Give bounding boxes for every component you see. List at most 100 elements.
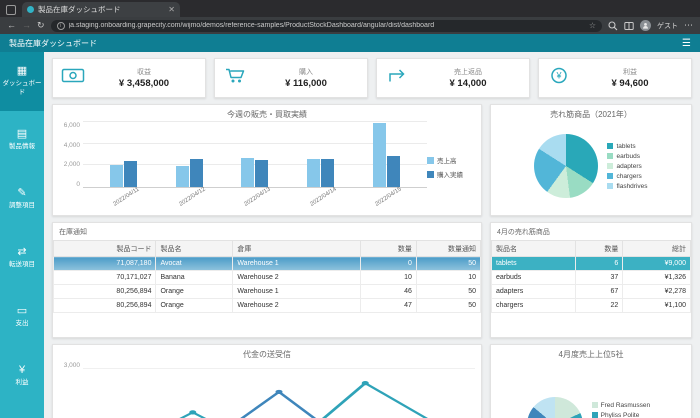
column-header[interactable]: 数量 (574, 240, 624, 257)
sidebar-item[interactable]: ▭ 支出 (0, 288, 44, 347)
search-icon[interactable] (608, 20, 618, 31)
legend-swatch (607, 153, 614, 159)
bar (321, 158, 335, 187)
legend-swatch (607, 163, 614, 169)
refresh-icon[interactable]: ↻ (37, 20, 45, 30)
legend-item: adapters (607, 163, 647, 170)
sidebar-item-label: 製品情報 (9, 143, 35, 151)
y-tick-label: 0 (76, 180, 80, 188)
kpi-card: 購入 ¥ 116,000 (214, 58, 368, 98)
hamburger-menu-icon[interactable]: ☰ (682, 37, 691, 49)
table-cell: 50 (415, 256, 481, 271)
kpi-label: 購入 (299, 69, 313, 76)
legend-label: 売上高 (437, 158, 457, 165)
kpi-value: ¥ 94,600 (611, 78, 649, 89)
site-info-icon[interactable]: i (56, 21, 65, 30)
table-row[interactable]: adapters 67 ¥2,278 (491, 284, 691, 299)
profile-name[interactable]: ゲスト (657, 22, 678, 30)
kpi-text: 利益 ¥ 94,600 (577, 67, 683, 89)
column-header[interactable]: 数量通知 (415, 240, 481, 257)
table-cell: ¥1,326 (622, 270, 691, 285)
bar-group (241, 122, 269, 187)
address-bar[interactable]: i ja.staging.onboarding.grapecity.com/wi… (50, 19, 602, 32)
table-cell: Orange (155, 284, 234, 299)
table-cell: 22 (574, 298, 624, 313)
legend-swatch (591, 412, 598, 418)
bar (372, 123, 386, 187)
kpi-value: ¥ 14,000 (449, 78, 487, 89)
sidebar-item[interactable]: ¥ 利益 (0, 347, 44, 406)
table-row[interactable]: 70,171,027 Banana Warehouse 2 10 10 (53, 270, 481, 285)
workspaces-icon[interactable] (6, 5, 16, 15)
tab-close-icon[interactable]: ✕ (168, 5, 175, 14)
forward-icon[interactable]: → (22, 20, 31, 30)
sidebar-item-label: 調整項目 (9, 202, 35, 210)
legend-item: earbuds (607, 153, 647, 160)
chart-legend: 売上高 購入実績 (427, 122, 479, 212)
adjust-icon: ✎ (17, 187, 27, 200)
back-icon[interactable]: ← (7, 20, 16, 30)
pie-graphic (526, 397, 583, 418)
column-header[interactable]: 製品コード (53, 240, 157, 257)
table-cell: 0 (360, 256, 417, 271)
bar (307, 158, 321, 187)
table-title: 4月の売れ筋商品 (497, 229, 550, 236)
kpi-text: 収益 ¥ 3,458,000 (91, 67, 197, 89)
table-row[interactable]: tablets 6 ¥9,000 (491, 256, 691, 271)
sidebar-item[interactable]: ▦ ダッシュボード (0, 52, 44, 111)
sidebar-item-label: 転送項目 (9, 261, 35, 269)
table-row[interactable]: chargers 22 ¥1,100 (491, 298, 691, 313)
bar (386, 155, 400, 187)
browser-menu-icon[interactable]: ⋯ (684, 20, 693, 30)
chart-legend: tablets earbuds adapters chargers flashdrive… (607, 143, 648, 190)
bar-chart: 6,000 4,000 2,000 0 2022/04/11 2022/04/12 2022… (53, 121, 481, 214)
legend-label: adapters (616, 162, 642, 170)
sidebar-item[interactable]: ✎ 調整項目 (0, 170, 44, 229)
dashboard-icon: ▦ (16, 65, 28, 78)
table-row[interactable]: 80,256,894 Orange Warehouse 1 46 50 (53, 284, 481, 299)
table-cell: Warehouse 2 (232, 270, 362, 285)
bookmark-star-icon[interactable]: ☆ (588, 21, 596, 30)
cart-icon (223, 67, 247, 89)
legend-swatch (427, 156, 434, 164)
pie-graphic (534, 134, 599, 198)
column-header[interactable]: 倉庫 (232, 240, 362, 257)
legend-swatch (427, 170, 434, 178)
table-cell: 47 (360, 298, 417, 313)
product-icon: ▤ (16, 128, 28, 141)
table-row[interactable]: earbuds 37 ¥1,326 (491, 270, 691, 285)
column-header[interactable]: 数量 (360, 240, 417, 257)
split-screen-icon[interactable] (624, 21, 634, 31)
return-icon (385, 67, 409, 89)
sidebar-item[interactable]: ▤ 製品情報 (0, 111, 44, 170)
legend-label: chargers (616, 172, 642, 180)
april-products-grid: 製品名 数量 総計 tablets 6 ¥9,000 earbuds 37 ¥1,326 adap… (491, 240, 691, 313)
sidebar-item-label: ダッシュボード (2, 80, 42, 96)
table-cell: Warehouse 1 (232, 284, 362, 299)
legend-label: 購入実績 (437, 172, 463, 179)
table-cell: ¥9,000 (622, 256, 691, 271)
legend-item: 購入実績 (427, 169, 479, 179)
weekly-sales-chart-card: 今週の販売・買取実績 6,000 4,000 2,000 0 2022/04/11 202… (52, 104, 482, 216)
stock-alert-card: 在庫通知 製品コード 製品名 倉庫 数量 数量通知 71,087,180 Avocat War… (52, 222, 482, 338)
column-header[interactable]: 総計 (622, 240, 691, 257)
bar-group (372, 122, 400, 187)
bar (110, 165, 124, 187)
sidebar-item[interactable]: ⇄ 転送項目 (0, 229, 44, 288)
column-header[interactable]: 製品名 (491, 240, 576, 257)
table-cell: 80,256,894 (53, 284, 157, 299)
table-cell: Banana (155, 270, 234, 285)
browser-tab[interactable]: 製品在庫ダッシュボード ✕ (22, 2, 180, 17)
table-cell: adapters (491, 284, 576, 299)
column-header[interactable]: 製品名 (155, 240, 234, 257)
bar-group (110, 122, 138, 187)
table-row[interactable]: 71,087,180 Avocat Warehouse 1 0 50 (53, 256, 481, 271)
table-cell: ¥1,100 (622, 298, 691, 313)
profile-avatar[interactable] (640, 20, 651, 31)
sidebar-item-label: 利益 (15, 379, 29, 387)
kpi-text: 購入 ¥ 116,000 (253, 67, 359, 89)
table-row[interactable]: 80,256,894 Orange Warehouse 2 47 50 (53, 298, 481, 313)
